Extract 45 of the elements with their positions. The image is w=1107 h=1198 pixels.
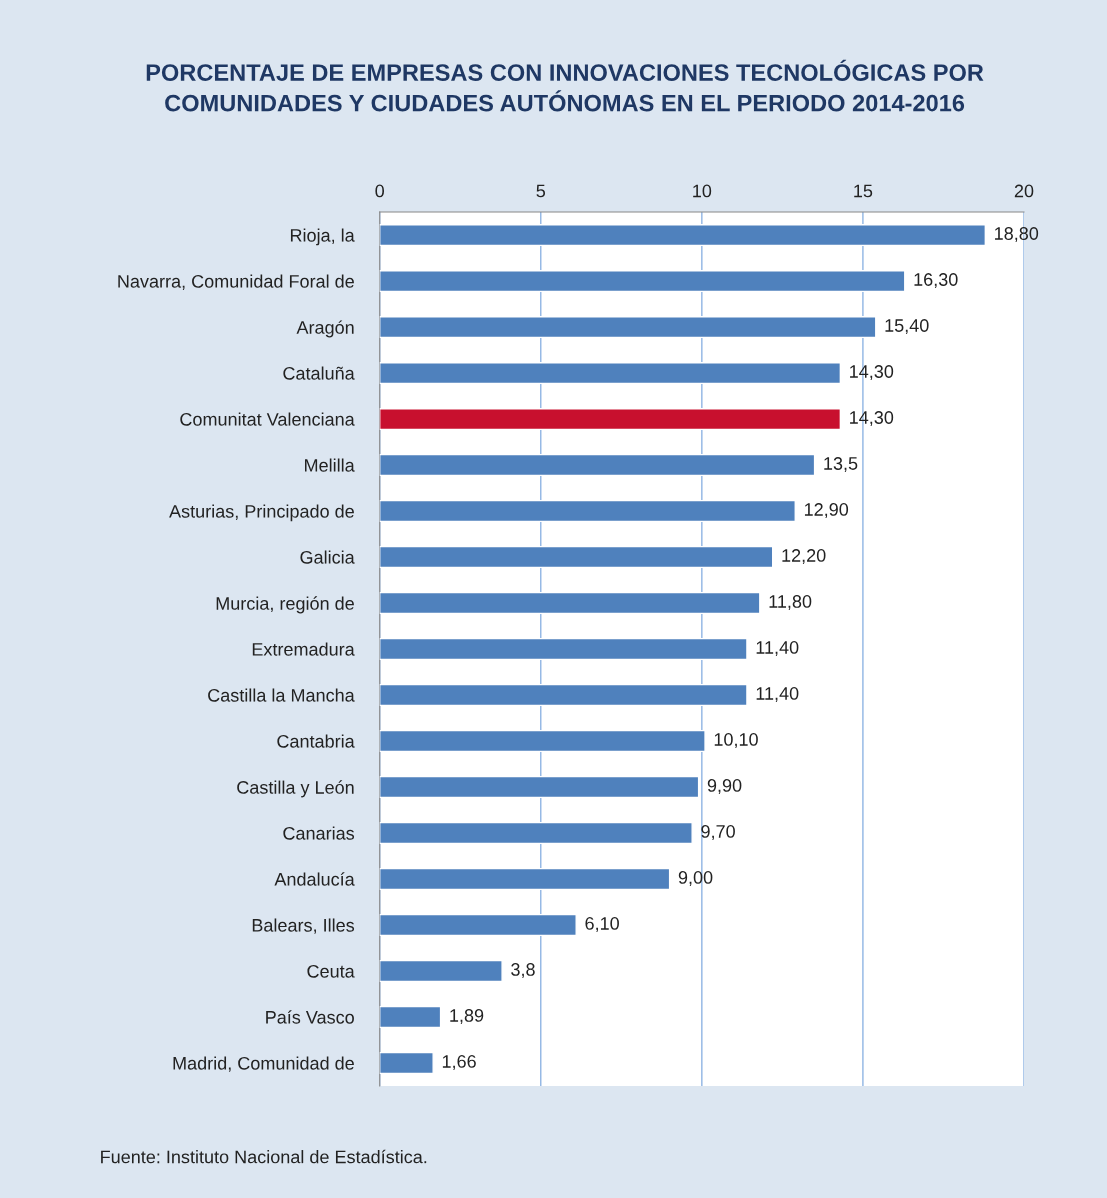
- data-label: 18,80: [995, 227, 1039, 243]
- x-tick-label: 15: [854, 184, 873, 198]
- y-tick-label: Ceuta: [307, 964, 355, 978]
- data-label: 1,66: [442, 1055, 476, 1070]
- data-label: 10,10: [714, 733, 758, 748]
- y-tick-label: Comunitat Valenciana: [180, 412, 355, 426]
- y-tick-label: Canarias: [283, 826, 355, 840]
- data-label: 14,30: [850, 365, 894, 381]
- data-label: 12,90: [804, 503, 849, 519]
- y-tick-label: Castilla la Mancha: [208, 688, 355, 702]
- data-label: 9,00: [678, 871, 713, 886]
- data-label: 11,40: [756, 641, 799, 656]
- data-label: 9,70: [701, 825, 735, 840]
- data-label: 14,30: [850, 411, 894, 427]
- data-label: 6,10: [585, 917, 619, 932]
- y-tick-label: Cantabria: [277, 734, 355, 748]
- x-tick-label: 20: [1014, 184, 1034, 198]
- x-tick-label: 10: [693, 184, 712, 198]
- data-label: 12,20: [782, 549, 826, 564]
- y-tick-label: Galicia: [300, 550, 355, 564]
- data-label: 15,40: [885, 319, 929, 335]
- data-label: 11,40: [756, 687, 799, 702]
- y-tick-label: Aragón: [296, 320, 354, 338]
- chart-title: PORCENTAJE DE EMPRESAS CON INNOVACIONES TECNOLÓGICAS POR COMUNIDADES Y CIUDADES AUTÓNOMAS EN EL PERIODO 2014-2016: [146, 59, 984, 112]
- data-label: 9,90: [707, 779, 742, 794]
- y-tick-label: Extremadura: [252, 642, 355, 656]
- source-note: Fuente: Instituto Nacional de Estadística.: [101, 1149, 427, 1164]
- y-tick-label: Madrid, Comunidad de: [173, 1056, 354, 1072]
- y-tick-label: Rioja, la: [290, 228, 355, 246]
- y-tick-label: Cataluña: [283, 366, 355, 380]
- y-tick-label: Castilla y León: [237, 780, 354, 798]
- y-tick-label: Balears, Illes: [252, 918, 355, 934]
- data-label: 13,5: [824, 457, 858, 473]
- data-label: 16,30: [914, 273, 958, 289]
- y-tick-label: País Vasco: [266, 1010, 354, 1024]
- data-label: 3,8: [511, 963, 535, 978]
- x-tick-label: 5: [536, 184, 546, 198]
- y-tick-label: Navarra, Comunidad Foral de: [118, 274, 354, 290]
- y-tick-label: Melilla: [305, 458, 355, 472]
- y-tick-label: Murcia, región de: [216, 596, 354, 614]
- data-label: 1,89: [450, 1009, 484, 1024]
- x-tick-label: 0: [375, 184, 385, 198]
- y-tick-label: Asturias, Principado de: [169, 504, 354, 522]
- y-tick-label: Andalucía: [274, 872, 355, 886]
- data-label: 11,80: [769, 595, 812, 610]
